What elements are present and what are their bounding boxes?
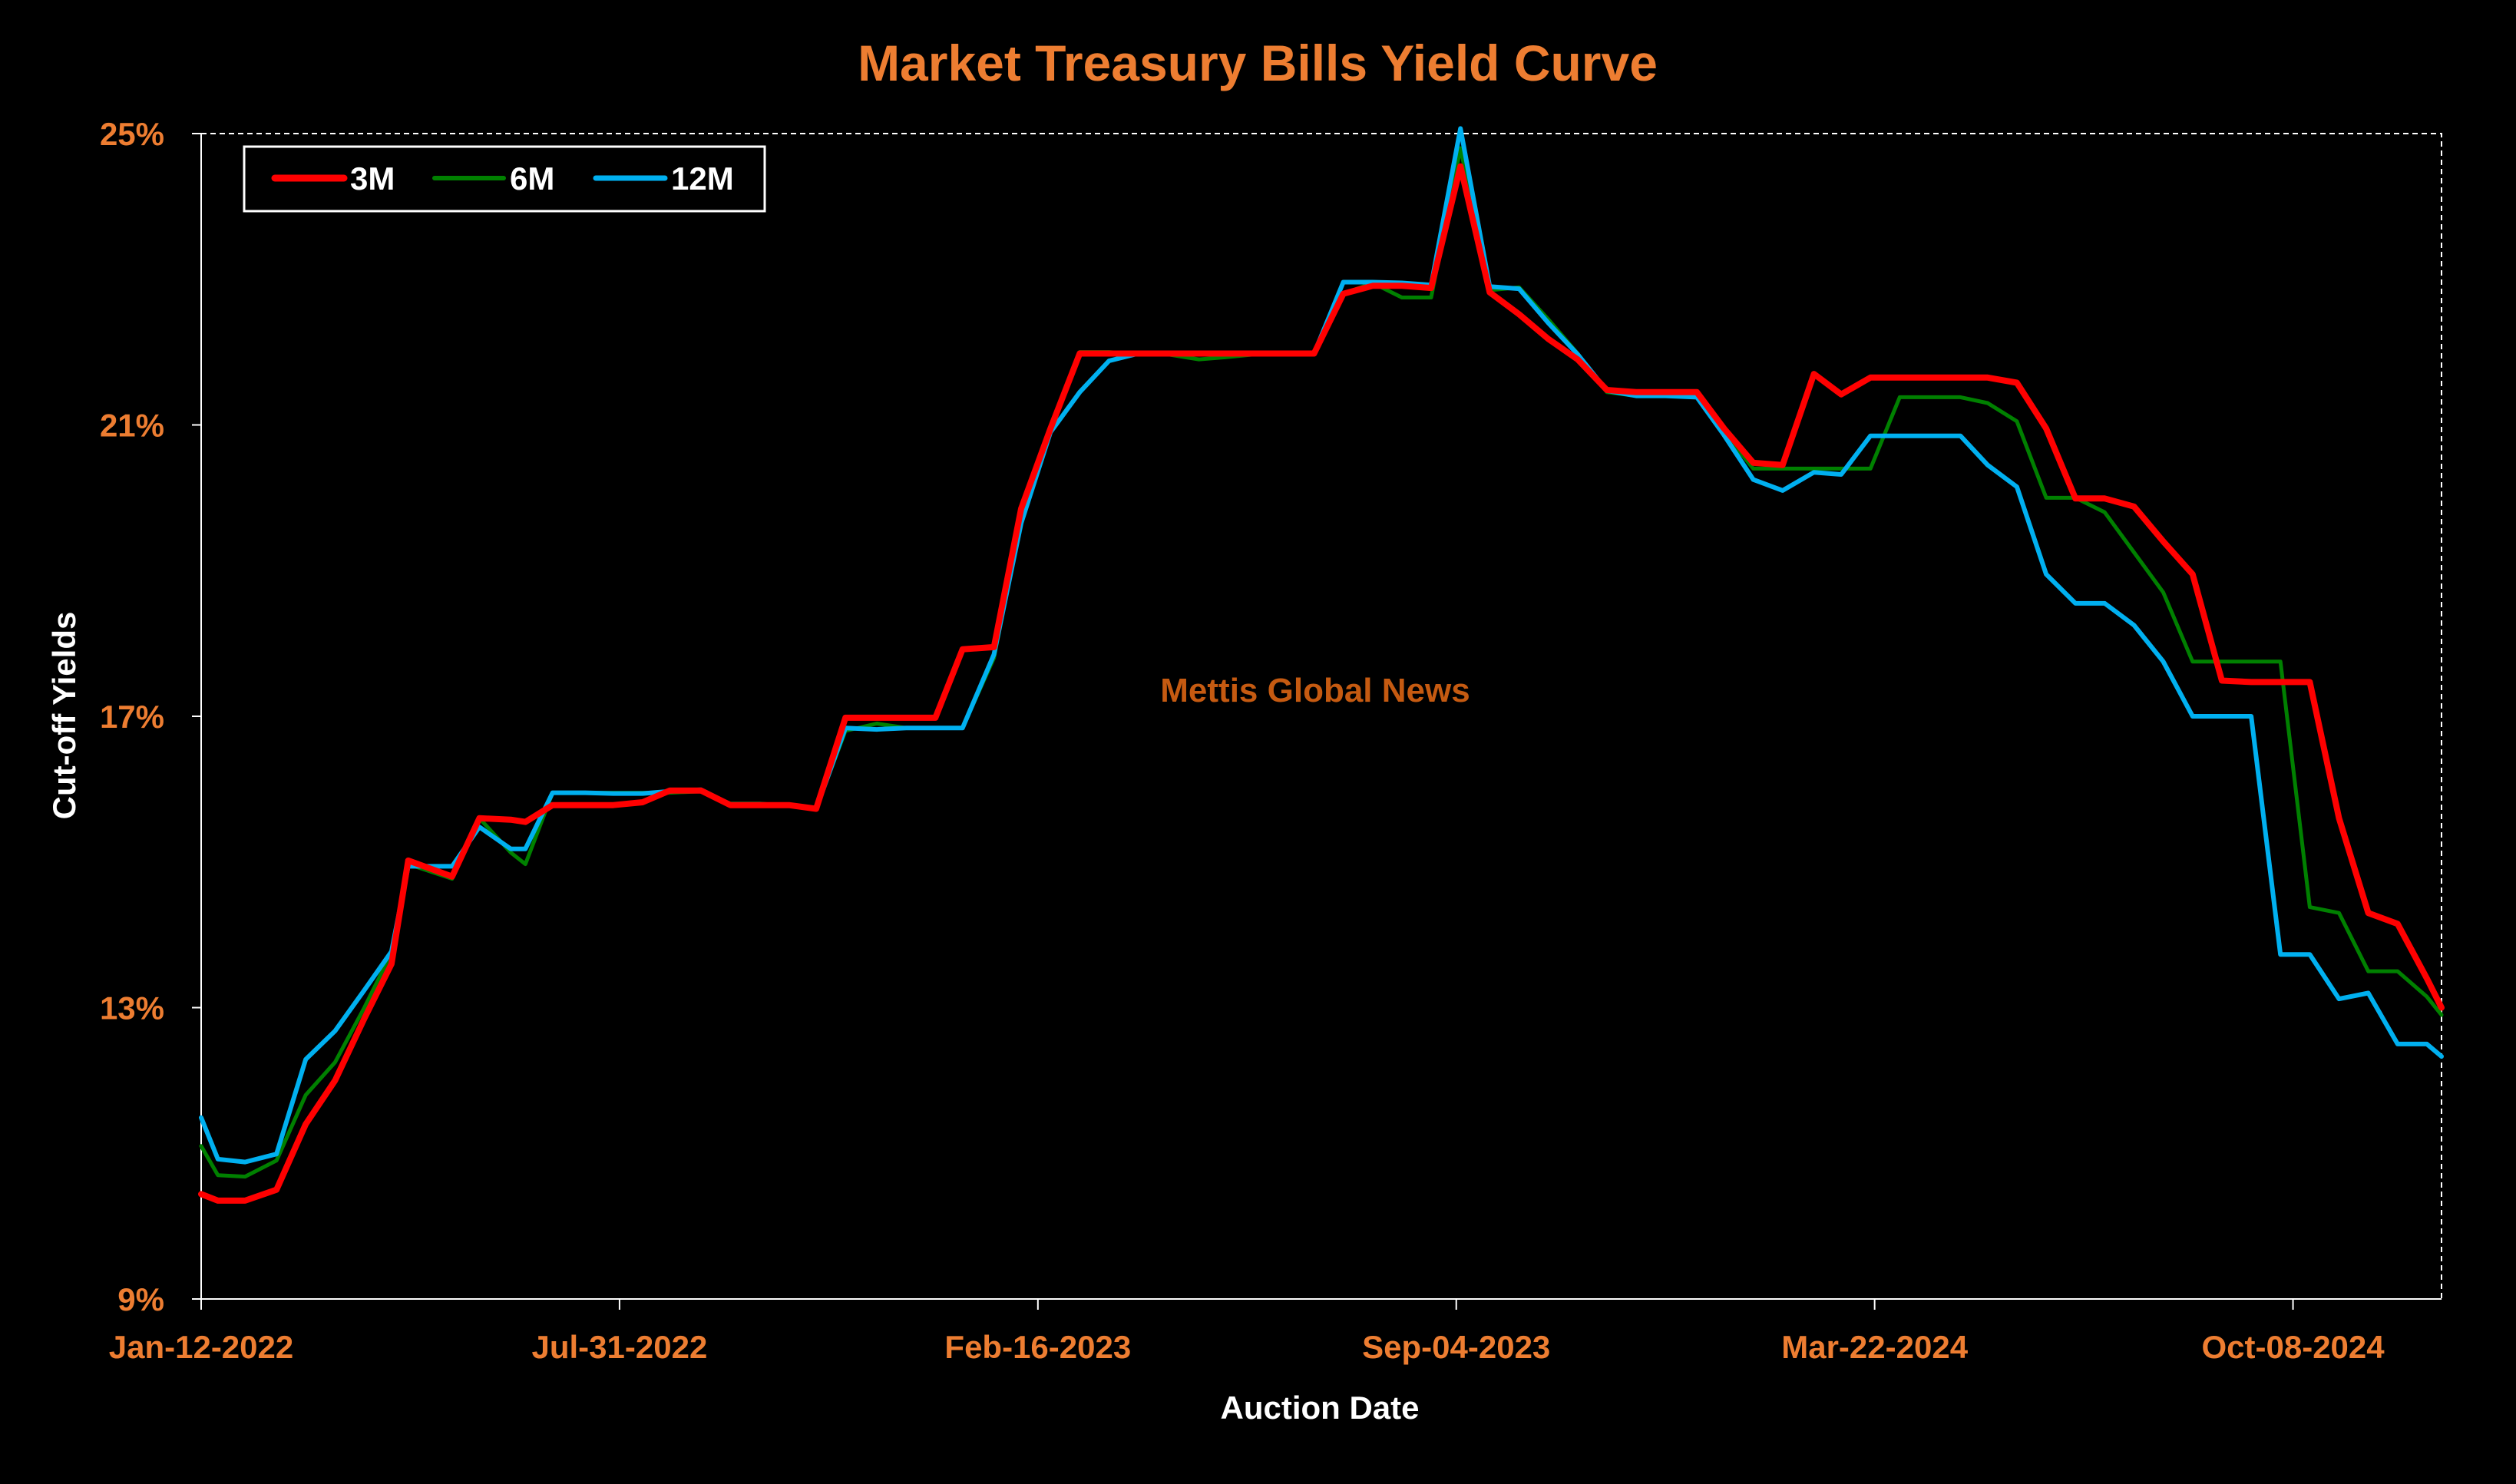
legend-label-6m: 6M [510,160,554,197]
x-tick-label: Oct-08-2024 [2201,1329,2385,1365]
series-line-12m [199,126,2444,1165]
legend: 3M 6M 12M [243,145,766,213]
legend-label-12m: 12M [671,160,734,197]
x-tick-label: Jul-31-2022 [532,1329,708,1365]
series-lines [198,126,2445,1204]
legend-label-3m: 3M [350,160,395,197]
series-line-6m [199,146,2444,1179]
x-axis-label: Auction Date [1220,1390,1419,1426]
x-tick-label: Feb-16-2023 [944,1329,1131,1365]
plot-area-border [200,133,2442,1300]
watermark-text: Mettis Global News [1160,672,1470,709]
y-tick-label: 25% [100,116,164,152]
x-tick-label: Mar-22-2024 [1781,1329,1968,1365]
series-line-3m [198,163,2445,1204]
y-tick-label: 13% [100,990,164,1026]
y-tick-label: 9% [117,1281,164,1317]
chart-title: Market Treasury Bills Yield Curve [858,35,1658,91]
legend-items: 3M 6M 12M [271,160,734,197]
y-axis-label: Cut-off Yields [46,612,82,820]
axes: 9% 13% 17% 21% 25% Jan-12-2022 Jul-31-2022 Feb-… [100,116,2442,1365]
x-tick-label: Jan-12-2022 [109,1329,294,1365]
x-tick-label: Sep-04-2023 [1362,1329,1550,1365]
y-tick-label: 17% [100,699,164,735]
y-tick-label: 21% [100,408,164,444]
